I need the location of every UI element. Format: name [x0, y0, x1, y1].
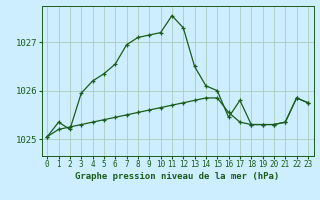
- X-axis label: Graphe pression niveau de la mer (hPa): Graphe pression niveau de la mer (hPa): [76, 172, 280, 181]
